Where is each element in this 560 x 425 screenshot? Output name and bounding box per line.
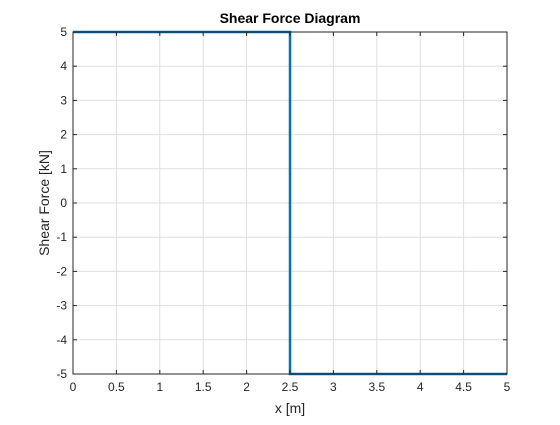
x-tick-label: 0.5 [108,380,125,394]
y-tick-label: 1 [60,162,67,176]
x-tick-label: 0 [70,380,77,394]
y-tick-label: 0 [60,196,67,210]
x-tick-label: 3.5 [368,380,385,394]
y-tick-label: -3 [56,299,67,313]
x-tick-label: 1.5 [195,380,212,394]
ticks: 0 0.5 1 1.5 2 2.5 3 3.5 4 4.5 5 -5 -4 -3 -2 -1 0 1 2 3 4 5 [56,25,510,394]
y-tick-label: -4 [56,333,67,347]
x-tick-label: 2.5 [282,380,299,394]
y-tick-label: 3 [60,93,67,107]
x-tick-label: 5 [504,380,511,394]
x-tick-label: 1 [156,380,163,394]
y-tick-label: 2 [60,128,67,142]
x-axis-title: x [m] [275,400,305,416]
chart-title: Shear Force Diagram [220,10,361,26]
y-tick-label: 5 [60,25,67,39]
x-tick-label: 4 [417,380,424,394]
y-tick-label: 4 [60,59,67,73]
y-tick-label: -2 [56,264,67,278]
x-tick-label: 3 [330,380,337,394]
x-tick-label: 4.5 [455,380,472,394]
y-axis-title: Shear Force [kN] [36,150,52,256]
y-tick-label: -5 [56,367,67,381]
y-tick-label: -1 [56,230,67,244]
x-tick-label: 2 [243,380,250,394]
